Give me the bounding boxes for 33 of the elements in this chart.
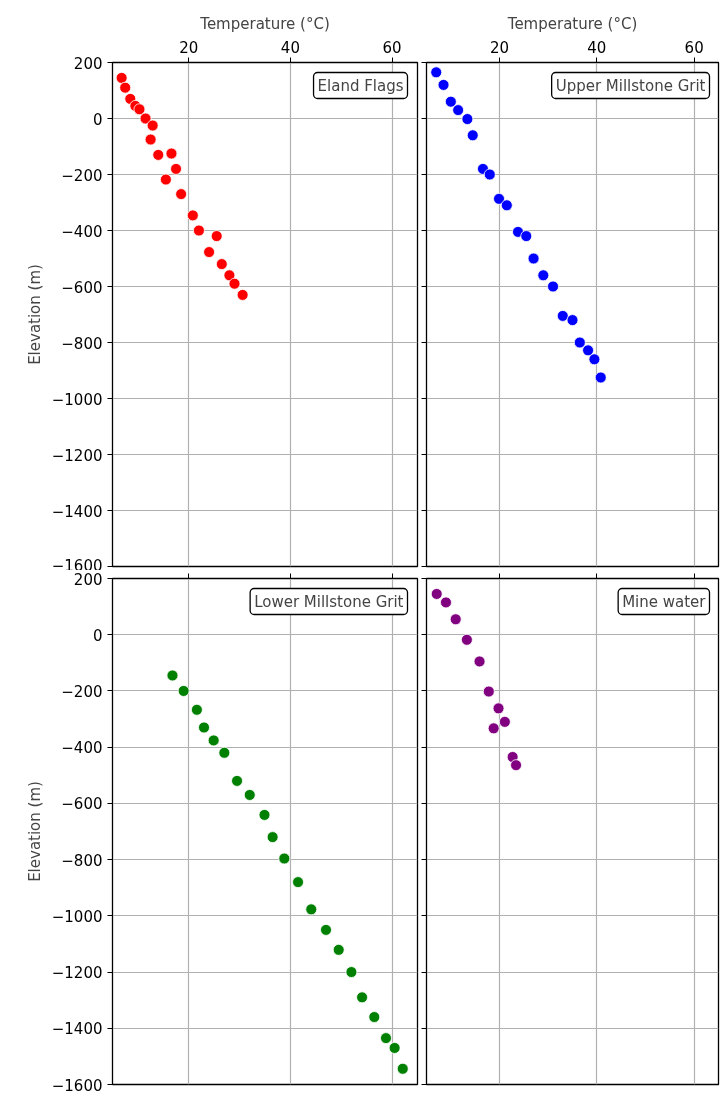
text: Lower Millstone Grit: [254, 592, 404, 611]
text: Eland Flags: [317, 76, 404, 95]
y-tick-label: −600: [61, 278, 103, 297]
y-tick-label: 0: [92, 626, 103, 645]
y-tick-label: −800: [61, 334, 103, 353]
x-tick-label: 40: [587, 38, 607, 57]
y-tick-label: −1000: [51, 390, 103, 409]
x-tick-label: 20: [489, 38, 510, 57]
y-tick-label: −1200: [51, 964, 103, 983]
x-tick-label: 40: [280, 38, 300, 57]
x-tick-label: 20: [179, 38, 199, 57]
y-tick-label: −200: [61, 166, 103, 185]
x-axis-title: Temperature (°C): [199, 14, 330, 33]
y-tick-label: 200: [73, 54, 103, 73]
y-tick-label: −1400: [51, 502, 103, 521]
x-axis-title: Temperature (°C): [506, 14, 638, 33]
text: Upper Millstone Grit: [555, 76, 706, 95]
y-tick-label: −800: [61, 851, 103, 870]
y-tick-label: −200: [61, 682, 103, 701]
x-tick-label: 60: [684, 38, 704, 57]
text: Mine water: [622, 592, 707, 611]
y-tick-label: −1000: [51, 907, 103, 926]
y-tick-label: −600: [61, 795, 103, 814]
y-tick-label: −400: [61, 739, 103, 758]
y-axis-title: Elevation (m): [25, 781, 44, 882]
y-tick-label: 200: [73, 570, 103, 589]
y-tick-label: 0: [92, 110, 103, 129]
y-tick-label: −1400: [51, 1020, 103, 1039]
y-tick-label: −1200: [51, 446, 103, 465]
y-tick-label: −400: [61, 222, 103, 241]
y-tick-label: −1600: [51, 1076, 103, 1095]
x-tick-label: 60: [382, 38, 402, 57]
y-axis-title: Elevation (m): [25, 264, 44, 365]
